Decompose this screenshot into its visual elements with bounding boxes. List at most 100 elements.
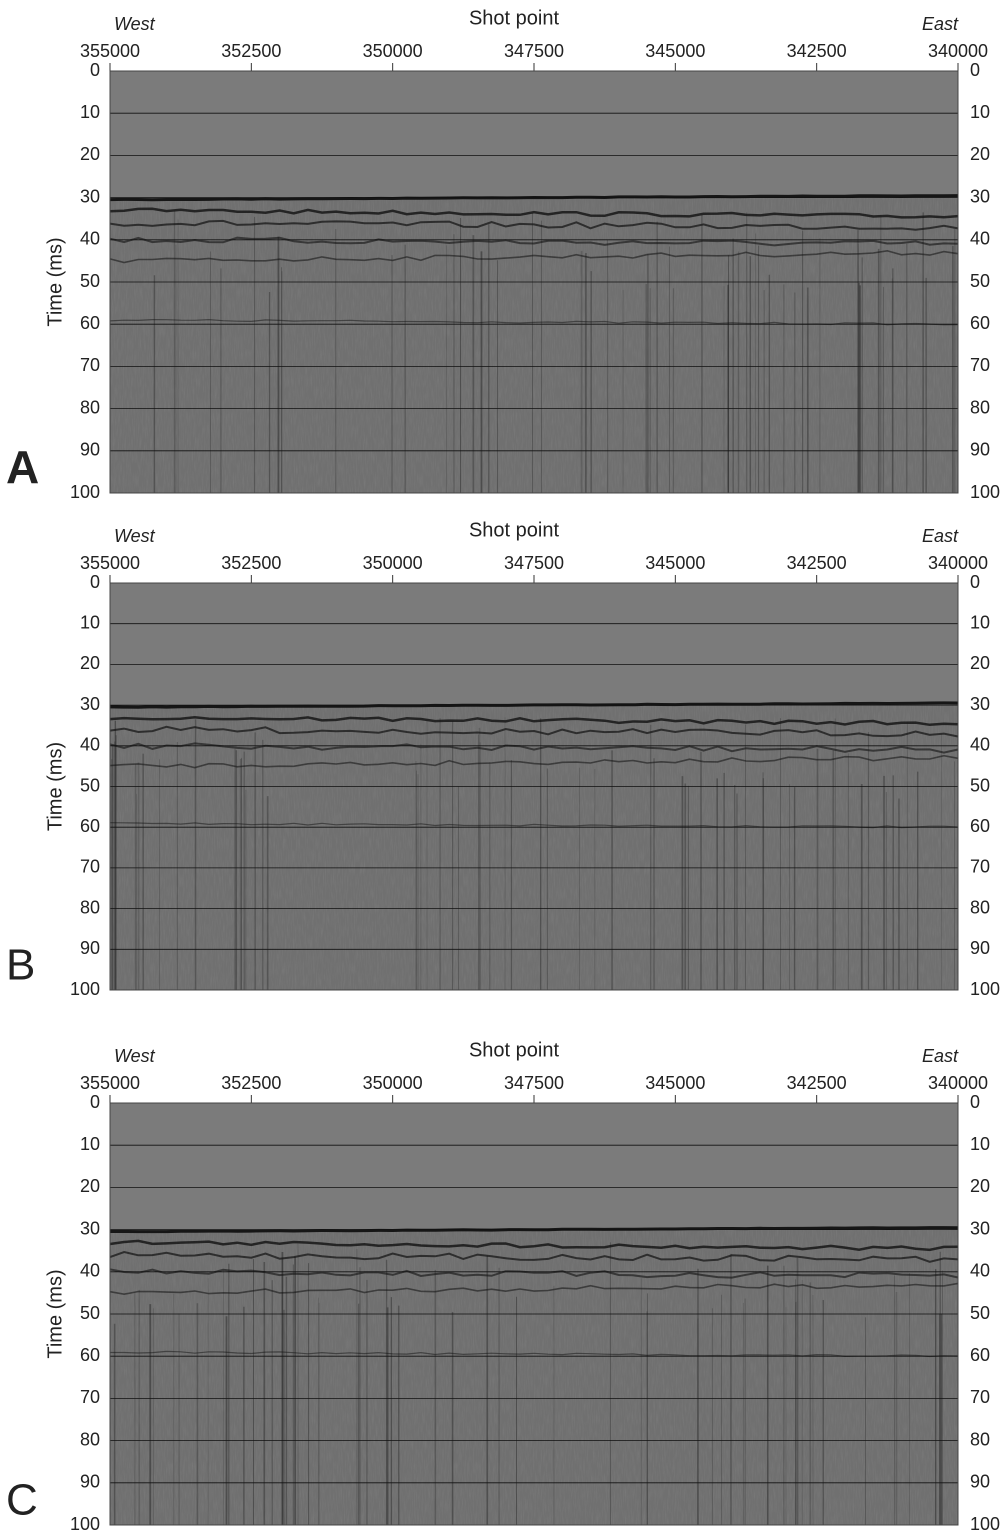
plot-frame bbox=[109, 582, 959, 991]
y-tick-label: 50 bbox=[80, 271, 100, 291]
section-noise bbox=[110, 1229, 958, 1525]
panel-label: C bbox=[6, 1476, 38, 1525]
y-tick-label: 20 bbox=[80, 653, 100, 673]
y-tick-label-right: 50 bbox=[970, 1303, 990, 1323]
reflector bbox=[109, 1239, 959, 1252]
y-tick-label: 50 bbox=[80, 1303, 100, 1323]
y-tick-label-right: 40 bbox=[970, 229, 990, 249]
y-tick-label-right: 70 bbox=[970, 857, 990, 877]
x-axis-title: Shot point bbox=[469, 1039, 560, 1061]
y-tick-label: 100 bbox=[70, 979, 100, 999]
east-label: East bbox=[922, 526, 959, 546]
y-tick-label-right: 100 bbox=[970, 979, 1000, 999]
reflector bbox=[109, 1250, 959, 1263]
x-tick-label: 347500 bbox=[504, 553, 564, 573]
x-tick-label: 342500 bbox=[787, 553, 847, 573]
y-tick-label: 30 bbox=[80, 694, 100, 714]
reflector bbox=[109, 219, 959, 231]
x-tick-label: 350000 bbox=[363, 553, 423, 573]
y-tick-label-right: 0 bbox=[970, 1092, 980, 1112]
y-tick-label: 20 bbox=[80, 144, 100, 164]
y-tick-label: 90 bbox=[80, 938, 100, 958]
x-tick-label: 352500 bbox=[221, 41, 281, 61]
x-tick-label: 340000 bbox=[928, 41, 988, 61]
x-tick-label: 345000 bbox=[645, 553, 705, 573]
y-tick-label-right: 90 bbox=[970, 938, 990, 958]
reflector bbox=[109, 1268, 959, 1279]
x-tick-label: 350000 bbox=[363, 41, 423, 61]
reflector bbox=[109, 754, 959, 769]
y-tick-label: 20 bbox=[80, 1176, 100, 1196]
y-tick-label-right: 60 bbox=[970, 816, 990, 836]
y-tick-label: 70 bbox=[80, 355, 100, 375]
reflector bbox=[109, 715, 959, 727]
y-tick-label: 0 bbox=[90, 1092, 100, 1112]
y-tick-label: 80 bbox=[80, 1429, 100, 1449]
x-tick-label: 350000 bbox=[363, 1073, 423, 1093]
y-axis-title: Time (ms) bbox=[44, 742, 66, 831]
x-tick-label: 355000 bbox=[80, 41, 140, 61]
y-tick-label-right: 10 bbox=[970, 1134, 990, 1154]
y-tick-label-right: 80 bbox=[970, 1429, 990, 1449]
plot-frame bbox=[109, 70, 959, 494]
west-label: West bbox=[114, 14, 156, 34]
y-tick-label: 40 bbox=[80, 1261, 100, 1281]
y-tick-label: 10 bbox=[80, 1134, 100, 1154]
y-tick-label-right: 20 bbox=[970, 144, 990, 164]
x-tick-label: 340000 bbox=[928, 1073, 988, 1093]
y-tick-label: 60 bbox=[80, 313, 100, 333]
x-tick-label: 347500 bbox=[504, 41, 564, 61]
x-tick-label: 345000 bbox=[645, 41, 705, 61]
y-tick-label-right: 80 bbox=[970, 397, 990, 417]
plot-frame bbox=[109, 1102, 959, 1526]
y-tick-label-right: 70 bbox=[970, 355, 990, 375]
y-tick-label: 80 bbox=[80, 397, 100, 417]
y-tick-label-right: 40 bbox=[970, 1261, 990, 1281]
reflector bbox=[109, 249, 959, 264]
y-tick-label: 40 bbox=[80, 229, 100, 249]
y-tick-label-right: 0 bbox=[970, 572, 980, 592]
y-tick-label: 100 bbox=[70, 482, 100, 502]
reflector bbox=[109, 742, 959, 754]
reflector bbox=[109, 1282, 959, 1296]
reflector bbox=[109, 207, 959, 219]
y-tick-label-right: 90 bbox=[970, 440, 990, 460]
y-tick-label-right: 90 bbox=[970, 1472, 990, 1492]
y-tick-label-right: 20 bbox=[970, 653, 990, 673]
x-axis-title: Shot point bbox=[469, 7, 560, 29]
west-label: West bbox=[114, 526, 156, 546]
x-tick-label: 355000 bbox=[80, 1073, 140, 1093]
east-label: East bbox=[922, 1046, 959, 1066]
y-tick-label-right: 50 bbox=[970, 271, 990, 291]
x-tick-label: 352500 bbox=[221, 1073, 281, 1093]
y-tick-label: 60 bbox=[80, 1345, 100, 1365]
reflector bbox=[109, 236, 959, 247]
east-label: East bbox=[922, 14, 959, 34]
y-tick-label-right: 60 bbox=[970, 1345, 990, 1365]
y-tick-label: 0 bbox=[90, 572, 100, 592]
y-tick-label: 0 bbox=[90, 60, 100, 80]
reflector bbox=[109, 822, 959, 829]
section-noise bbox=[110, 197, 958, 493]
x-tick-label: 352500 bbox=[221, 553, 281, 573]
y-tick-label: 90 bbox=[80, 1472, 100, 1492]
y-tick-label-right: 0 bbox=[970, 60, 980, 80]
y-tick-label-right: 60 bbox=[970, 313, 990, 333]
y-tick-label: 70 bbox=[80, 1387, 100, 1407]
y-tick-label-right: 10 bbox=[970, 102, 990, 122]
y-tick-label-right: 10 bbox=[970, 612, 990, 632]
y-axis-title: Time (ms) bbox=[44, 1269, 66, 1358]
y-tick-label-right: 100 bbox=[970, 482, 1000, 502]
section-noise bbox=[110, 705, 958, 990]
y-tick-label: 50 bbox=[80, 775, 100, 795]
reflector bbox=[109, 725, 959, 738]
x-tick-label: 347500 bbox=[504, 1073, 564, 1093]
y-tick-label-right: 30 bbox=[970, 186, 990, 206]
y-tick-label: 10 bbox=[80, 102, 100, 122]
x-axis-title: Shot point bbox=[469, 519, 560, 541]
y-tick-label-right: 30 bbox=[970, 1218, 990, 1238]
y-tick-label: 10 bbox=[80, 612, 100, 632]
y-tick-label: 30 bbox=[80, 1218, 100, 1238]
west-label: West bbox=[114, 1046, 156, 1066]
